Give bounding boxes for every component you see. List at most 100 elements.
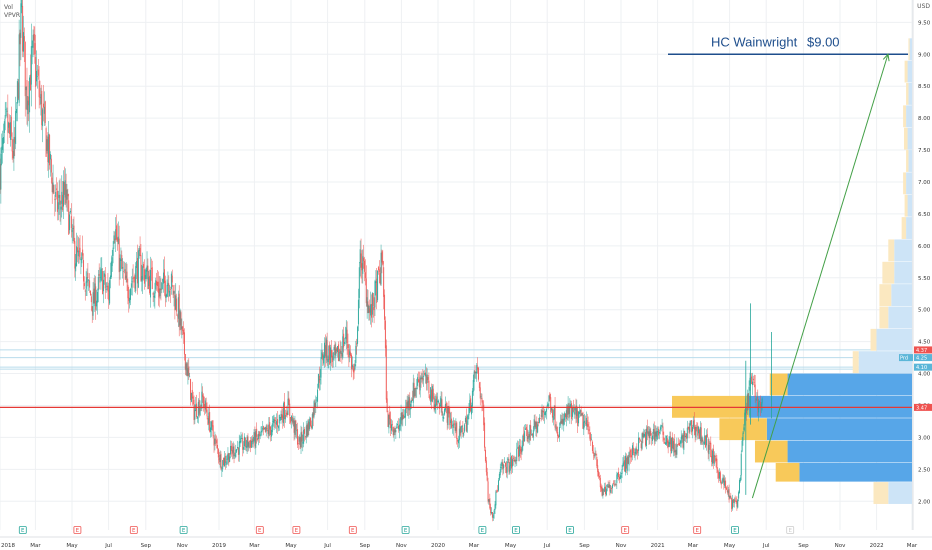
candle [105, 282, 107, 293]
earnings-marker-box[interactable] [786, 526, 795, 534]
candle-body [395, 430, 397, 433]
candle [138, 245, 140, 259]
candle [643, 428, 645, 439]
earnings-marker-box[interactable] [129, 526, 138, 534]
earnings-marker[interactable]: E [292, 526, 301, 535]
candle [544, 408, 546, 424]
indicator-vol-label[interactable]: Vol [4, 4, 13, 11]
earnings-marker[interactable]: E [478, 526, 487, 535]
candle [555, 424, 557, 432]
candle-body [45, 128, 47, 157]
candle [433, 393, 435, 412]
earnings-marker[interactable]: E [512, 526, 520, 535]
earnings-marker-box[interactable] [621, 526, 630, 534]
candle [412, 374, 414, 408]
candle-body [732, 499, 734, 509]
candle-body [559, 421, 561, 426]
earnings-marker[interactable]: E [348, 526, 357, 535]
candle [66, 183, 68, 212]
candle [388, 414, 390, 434]
earnings-marker-box[interactable] [478, 526, 487, 534]
candle [527, 430, 529, 444]
candle [50, 154, 52, 184]
indicator-vpvr-label[interactable]: VPVR [4, 12, 20, 19]
candle [103, 270, 105, 304]
earnings-marker[interactable]: E [73, 526, 82, 535]
candle [46, 135, 48, 154]
earnings-marker[interactable]: E [566, 526, 574, 535]
candle [545, 406, 547, 420]
target-arrow[interactable] [751, 54, 889, 499]
candle-body [95, 286, 97, 310]
earnings-marker-box[interactable] [292, 526, 301, 534]
earnings-marker-box[interactable] [18, 526, 27, 534]
candle-body [343, 333, 345, 348]
candle-body [46, 139, 48, 152]
earnings-marker-box[interactable] [731, 526, 739, 534]
earnings-marker-box[interactable] [255, 526, 264, 534]
x-tick-label: Nov [177, 543, 188, 549]
candle [0, 147, 2, 204]
earnings-marker[interactable]: E [693, 526, 702, 535]
earnings-marker-box[interactable] [693, 526, 702, 534]
candle [159, 276, 161, 299]
candle-body [190, 379, 192, 400]
candle [457, 435, 459, 450]
candle [671, 437, 673, 454]
candle-body [143, 264, 145, 268]
candle [268, 417, 270, 440]
earnings-marker[interactable]: E [401, 526, 410, 535]
earnings-marker[interactable]: E [621, 526, 630, 535]
candle-body [117, 236, 119, 244]
earnings-marker[interactable]: E [731, 526, 739, 535]
candle [36, 50, 38, 86]
candle-body [310, 417, 312, 426]
earnings-marker[interactable]: E [255, 526, 264, 535]
candle [35, 34, 37, 110]
candle [257, 434, 259, 442]
earnings-marker[interactable]: E [786, 526, 795, 535]
candle-body [11, 139, 13, 152]
earnings-marker[interactable]: E [179, 526, 188, 535]
candle [625, 453, 627, 474]
candle [58, 180, 60, 215]
candle-body [678, 443, 680, 445]
earnings-marker[interactable]: E [129, 526, 138, 535]
vp-bar-down [908, 38, 910, 61]
earnings-marker-box[interactable] [348, 526, 357, 534]
candle-body [605, 486, 607, 495]
earnings-marker-box[interactable] [179, 526, 188, 534]
candle-body [279, 417, 281, 418]
candle-body [219, 454, 221, 463]
candle-body [19, 32, 21, 45]
candle-body [248, 442, 250, 448]
earnings-marker-box[interactable] [566, 526, 574, 534]
candle [189, 372, 191, 378]
candle-body [199, 406, 201, 416]
candle-body [297, 429, 299, 445]
candle [124, 263, 126, 281]
candle-body [631, 445, 633, 456]
candle [233, 443, 235, 464]
candle-body [534, 420, 536, 427]
candle [589, 426, 591, 441]
candle-body [299, 437, 301, 449]
candle [223, 451, 225, 468]
candle-body [173, 291, 175, 294]
candle-body [120, 259, 122, 261]
candle [456, 421, 458, 445]
earnings-marker[interactable]: E [18, 526, 27, 535]
candle-body [431, 389, 433, 402]
earnings-marker-box[interactable] [512, 526, 520, 534]
earnings-marker-box[interactable] [73, 526, 82, 534]
candle-body [166, 284, 168, 297]
candle-body [491, 511, 493, 518]
candle [432, 384, 434, 400]
candle [328, 345, 330, 369]
candle [77, 236, 79, 264]
candle [272, 415, 274, 427]
candle-body [49, 154, 51, 160]
target-arrow-head[interactable] [882, 53, 890, 62]
earnings-marker-box[interactable] [401, 526, 410, 534]
